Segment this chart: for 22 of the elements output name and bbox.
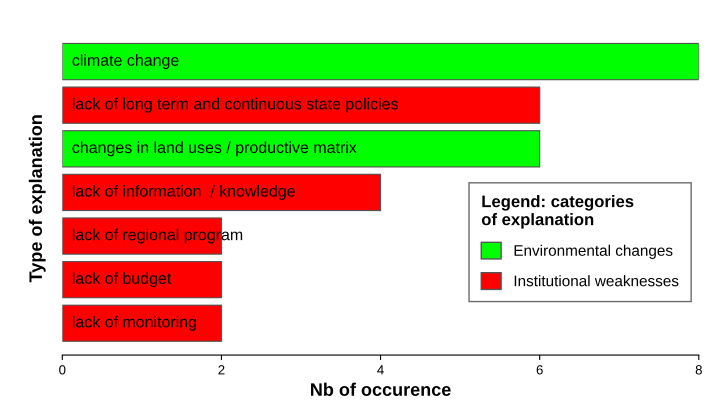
- x-tick-label: 8: [696, 365, 702, 375]
- y-axis-title: Type of explanation: [28, 115, 46, 282]
- y-tick-label: climate change: [72, 54, 179, 70]
- bar: [62, 42, 699, 80]
- x-axis-title: Nb of occurence: [311, 382, 451, 396]
- y-tick-label: lack of long term and continuous state policies: [72, 98, 398, 113]
- y-tick-label: lack of monitoring: [72, 316, 196, 331]
- y-tick-label: lack of information / knowledge: [72, 184, 295, 200]
- bar: [62, 174, 382, 212]
- x-tick-label: 0: [59, 365, 66, 375]
- x-tick-label: 4: [377, 365, 384, 374]
- legend-title: Legend: categories of explanation: [482, 195, 634, 229]
- legend-label: Institutional weaknesses: [514, 275, 678, 286]
- y-tick-label: changes in land uses / productive matrix: [72, 141, 357, 156]
- bar: [62, 260, 222, 298]
- legend-label: Environmental changes: [514, 244, 672, 259]
- x-tick-label: 2: [218, 365, 224, 374]
- bar: [62, 86, 540, 124]
- bar: [62, 304, 222, 342]
- y-tick-label: lack of budget: [72, 272, 172, 288]
- bar: [62, 130, 540, 168]
- x-tick-label: 6: [536, 365, 543, 375]
